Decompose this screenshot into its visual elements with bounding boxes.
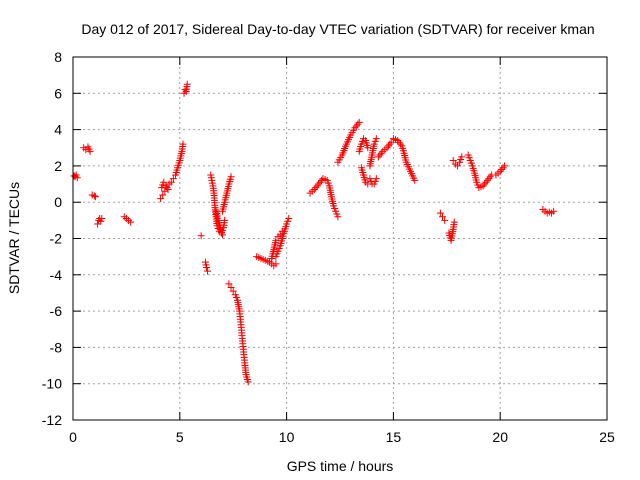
data-point-plus <box>479 182 487 190</box>
data-point-plus <box>312 184 320 192</box>
grid-lines <box>73 57 607 420</box>
data-point-plus <box>73 174 81 182</box>
data-point-plus <box>181 86 189 94</box>
data-point-plus <box>498 166 506 174</box>
data-point-plus <box>354 120 362 128</box>
y-tick-label: -2 <box>50 231 63 247</box>
data-point-plus <box>364 144 372 152</box>
data-point-plus <box>225 280 233 288</box>
data-point-plus <box>315 180 323 188</box>
data-point-plus <box>310 185 318 193</box>
y-tick-label: 2 <box>54 158 62 174</box>
y-tick-label: -8 <box>50 339 63 355</box>
data-point-plus <box>276 231 284 239</box>
data-point-plus <box>227 173 235 181</box>
y-axis-title: SDTVAR / TECUs <box>6 182 22 294</box>
data-point-plus <box>374 153 382 161</box>
x-tick-label: 20 <box>492 429 508 445</box>
data-point-plus <box>550 207 558 215</box>
data-point-plus <box>485 175 493 183</box>
data-point-plus <box>355 118 363 126</box>
chart-title: Day 012 of 2017, Sidereal Day-to-day VTE… <box>81 21 594 37</box>
data-point-plus <box>499 164 507 172</box>
data-points <box>70 80 558 386</box>
data-point-plus <box>441 216 449 224</box>
data-point-plus <box>164 185 172 193</box>
data-point-plus <box>162 182 170 190</box>
data-point-plus <box>334 213 342 221</box>
data-point-plus <box>352 122 360 130</box>
x-tick-label: 0 <box>69 429 77 445</box>
data-point-plus <box>500 162 508 170</box>
data-point-plus <box>481 180 489 188</box>
data-point-plus <box>387 138 395 146</box>
tick-labels: 0 5 10 15 20 25 -12 -10 -8 -6 -4 -2 0 2 4 6 8 <box>42 49 615 445</box>
data-point-plus <box>244 378 252 386</box>
x-tick-label: 5 <box>176 429 184 445</box>
x-axis-title: GPS time / hours <box>287 458 394 474</box>
y-tick-label: 0 <box>54 194 62 210</box>
data-point-plus <box>450 218 458 226</box>
data-point-plus <box>227 284 235 292</box>
y-tick-label: 8 <box>54 49 62 65</box>
data-point-plus <box>229 287 237 295</box>
data-point-plus <box>351 124 359 132</box>
data-point-plus <box>272 236 280 244</box>
data-point-plus <box>90 192 98 200</box>
data-point-plus <box>167 178 175 186</box>
data-point-plus <box>449 156 457 164</box>
data-point-plus <box>486 173 494 181</box>
data-point-plus <box>397 140 405 148</box>
data-point-plus <box>372 175 380 183</box>
data-point-plus <box>377 149 385 157</box>
data-point-plus <box>197 232 205 240</box>
axis-ticks <box>72 56 608 421</box>
data-point-plus <box>285 215 293 223</box>
y-tick-label: -12 <box>42 412 62 428</box>
data-point-plus <box>313 182 321 190</box>
data-point-plus <box>157 195 165 203</box>
data-point-plus <box>221 216 229 224</box>
data-point-plus <box>458 153 466 161</box>
data-point-plus <box>91 193 99 201</box>
data-point-plus <box>376 151 384 159</box>
data-point-plus <box>394 136 402 144</box>
x-tick-label: 15 <box>386 429 402 445</box>
data-point-plus <box>482 178 490 186</box>
y-tick-label: -4 <box>50 267 63 283</box>
y-tick-label: -6 <box>50 303 63 319</box>
y-tick-label: 6 <box>54 85 62 101</box>
data-point-plus <box>272 260 280 268</box>
data-point-plus <box>98 215 106 223</box>
data-point-plus <box>203 264 210 272</box>
data-point-plus <box>86 147 94 155</box>
data-point-plus <box>383 144 391 152</box>
data-point-plus <box>411 176 419 184</box>
data-point-plus <box>496 167 504 175</box>
data-point-plus <box>436 209 444 217</box>
data-point-plus <box>384 142 392 150</box>
x-tick-label: 10 <box>279 429 295 445</box>
data-point-plus <box>386 140 394 148</box>
data-point-plus <box>395 138 403 146</box>
data-point-plus <box>183 80 191 88</box>
y-tick-label: -10 <box>42 376 62 392</box>
data-point-plus <box>169 175 177 183</box>
x-tick-label: 25 <box>599 429 615 445</box>
data-point-plus <box>316 178 324 186</box>
data-point-plus <box>127 218 135 226</box>
data-point-plus <box>204 267 212 275</box>
data-point-plus <box>179 140 187 148</box>
data-point-plus <box>453 162 461 170</box>
data-point-plus <box>161 187 169 195</box>
data-point-plus <box>439 213 447 221</box>
data-point-plus <box>483 176 491 184</box>
y-tick-label: 4 <box>54 122 62 138</box>
data-point-plus <box>160 178 168 186</box>
data-point-plus <box>372 135 380 143</box>
data-point-plus <box>219 231 227 239</box>
data-point-plus <box>159 191 167 199</box>
